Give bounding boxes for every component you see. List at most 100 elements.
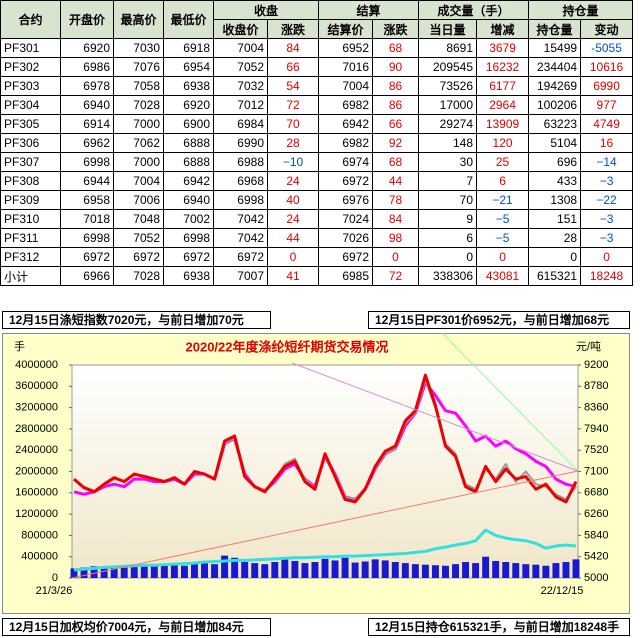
- table-cell: 6958: [60, 190, 114, 210]
- table-cell: 6972: [213, 247, 268, 267]
- table-row: PF307 6998 7000 6888 6988 −10 6974 68 30 25 696 −14: [0, 152, 634, 172]
- volume-bar: [100, 567, 108, 578]
- y2-tick-label: 6680: [584, 487, 608, 499]
- note: 12月15日PF301价6952元，与前日增加68元: [368, 311, 630, 329]
- table-cell: 6900: [163, 114, 214, 134]
- y-tick-label: 3600000: [15, 380, 58, 392]
- volume-bar: [221, 555, 229, 578]
- table-cell: 148: [418, 133, 478, 153]
- table-cell: PF308: [0, 171, 61, 191]
- table-cell: 6942: [163, 171, 214, 191]
- y-tick-label: 0: [52, 572, 58, 584]
- table-cell: 66: [372, 114, 420, 134]
- header-group: 结算: [318, 0, 420, 20]
- table-cell: 0: [372, 247, 420, 267]
- table-cell: 6938: [163, 266, 214, 286]
- table-cell: 6998: [163, 228, 214, 248]
- y-tick-label: 1600000: [15, 487, 58, 499]
- plot-area: [71, 364, 579, 579]
- table-cell: 10616: [580, 57, 634, 77]
- table-cell: 6954: [163, 57, 214, 77]
- table-cell: 6: [476, 171, 530, 191]
- table-cell: 63223: [528, 114, 582, 134]
- table-row: PF305 6914 7000 6900 6984 70 6942 66 29274 13909 6…: [0, 114, 634, 134]
- y-tick-label: 1200000: [15, 508, 58, 520]
- y-tick-label: 2800000: [15, 423, 58, 435]
- table-row: PF308 6944 7004 6942 6968 24 6972 44 7 6 433 −3: [0, 171, 634, 191]
- table-cell: 100206: [528, 95, 582, 115]
- table-cell: 977: [580, 95, 634, 115]
- table-cell: 6984: [213, 114, 268, 134]
- table-cell: 7006: [113, 190, 164, 210]
- volume-bar: [241, 562, 249, 578]
- table-cell: 7058: [113, 76, 164, 96]
- y2-tick-label: 8780: [584, 380, 608, 392]
- table-cell: PF309: [0, 190, 61, 210]
- header-cell: 合约: [0, 0, 61, 39]
- volume-bar: [110, 565, 118, 578]
- table-cell: 7: [418, 171, 478, 191]
- table-cell: 98: [372, 228, 420, 248]
- volume-bar: [341, 557, 349, 578]
- volume-bar: [482, 556, 490, 578]
- table-cell: 7000: [113, 114, 164, 134]
- table-cell: 7076: [113, 57, 164, 77]
- volume-bar: [472, 563, 480, 578]
- table-cell: 6998: [60, 228, 114, 248]
- note: 12月15日持仓615321手，与前日增加18248手: [368, 618, 630, 636]
- table-cell: 6944: [60, 171, 114, 191]
- table-cell: 7002: [163, 209, 214, 229]
- table-cell: 6986: [60, 57, 114, 77]
- table-cell: 6952: [318, 38, 374, 58]
- table-cell: PF302: [0, 57, 61, 77]
- y2-tick-label: 5840: [584, 529, 608, 541]
- volume-bar: [532, 564, 540, 578]
- table-cell: 6988: [213, 152, 268, 172]
- table-cell: −5: [476, 228, 530, 248]
- volume-bar: [442, 565, 449, 578]
- table-cell: 7018: [60, 209, 114, 229]
- table-cell: 6888: [163, 152, 214, 172]
- chart-title: 2020/22年度涤纶短纤期货交易情况: [186, 339, 389, 354]
- volume-bar: [351, 562, 359, 578]
- header-cell: 变动: [580, 19, 634, 39]
- table-row: PF312 6972 6972 6972 6972 0 6972 0 0 0 0 0: [0, 247, 634, 267]
- table-cell: 7052: [113, 228, 164, 248]
- volume-bar: [421, 564, 429, 578]
- table-cell: 7012: [213, 95, 268, 115]
- volume-bar: [211, 564, 219, 578]
- header-row: 合约 开盘价 最高价 最低价 收盘 结算 成交量（手） 持仓量: [0, 0, 634, 39]
- table-cell: 6: [418, 228, 478, 248]
- volume-bar: [130, 565, 138, 578]
- chart: 2020/22年度涤纶短纤期货交易情况 手 元/吨 21/3/26 22/12/…: [2, 333, 630, 614]
- table-cell: 28: [528, 228, 582, 248]
- y-tick-label: 2400000: [15, 444, 58, 456]
- table-row: PF304 6940 7028 6920 7012 72 6982 86 17000 2964 10…: [0, 95, 634, 115]
- header-cell: 增减: [476, 19, 530, 39]
- note: 12月15日加权均价7004元，与前日增加84元: [2, 618, 271, 636]
- table-cell: 7062: [113, 133, 164, 153]
- table-row: 小计 6966 7028 6938 7007 41 6985 72 338306 43081 615…: [0, 266, 634, 286]
- table-cell: PF305: [0, 114, 61, 134]
- table-cell: 29274: [418, 114, 478, 134]
- table-cell: 28: [266, 133, 320, 153]
- header-cell: 最低价: [163, 0, 214, 39]
- table-row: PF309 6958 7006 6940 6998 40 6976 78 70 −21 1308 −2…: [0, 190, 634, 210]
- trend-line: [71, 470, 579, 579]
- y-tick-label: 2000000: [15, 465, 58, 477]
- table-cell: 7028: [113, 95, 164, 115]
- table-row: PF303 6978 7058 6938 7032 54 7004 86 73526 6177 19…: [0, 76, 634, 96]
- table-cell: 44: [372, 171, 420, 191]
- table-cell: 13909: [476, 114, 530, 134]
- table-cell: 6942: [318, 114, 374, 134]
- table-cell: 44: [266, 228, 320, 248]
- header-cell: 最高价: [113, 0, 164, 39]
- header-cell: 当日量: [418, 19, 478, 39]
- volume-bar: [512, 563, 520, 578]
- table-cell: 15499: [528, 38, 582, 58]
- table-cell: 3679: [476, 38, 530, 58]
- header-group: 持仓量: [528, 0, 634, 20]
- table-cell: 90: [372, 57, 420, 77]
- table-cell: 6920: [163, 95, 214, 115]
- table-cell: 234404: [528, 57, 582, 77]
